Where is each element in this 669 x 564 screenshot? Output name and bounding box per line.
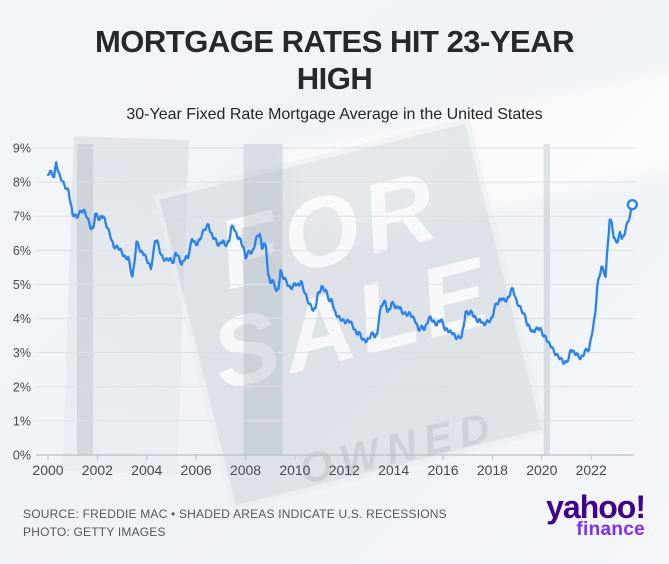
svg-text:2014: 2014 xyxy=(378,462,409,478)
svg-text:6%: 6% xyxy=(13,244,31,258)
headline: MORTGAGE RATES HIT 23-YEAR HIGH xyxy=(94,24,575,96)
svg-text:1%: 1% xyxy=(13,414,31,428)
x-axis-labels: 2000 2002 2004 2006 2008 2010 2012 2014 2016 2018… xyxy=(32,462,607,478)
svg-text:0%: 0% xyxy=(13,449,31,463)
photo-credit-line: PHOTO: GETTY IMAGES xyxy=(23,525,166,539)
svg-text:2020: 2020 xyxy=(526,462,557,478)
svg-text:2022: 2022 xyxy=(576,462,607,478)
svg-text:2010: 2010 xyxy=(279,462,310,478)
svg-text:8%: 8% xyxy=(13,176,31,190)
finance-wordmark: finance xyxy=(576,519,645,540)
source-credit: SOURCE: FREDDIE MAC • SHADED AREAS INDIC… xyxy=(23,505,447,541)
svg-text:2002: 2002 xyxy=(82,462,113,478)
svg-text:2000: 2000 xyxy=(32,462,63,478)
svg-text:2006: 2006 xyxy=(181,462,212,478)
svg-text:9%: 9% xyxy=(13,142,31,156)
latest-point-marker xyxy=(626,198,639,211)
svg-text:4%: 4% xyxy=(13,312,31,326)
svg-text:2008: 2008 xyxy=(230,462,261,478)
svg-text:2018: 2018 xyxy=(477,462,508,478)
x-axis-ticks xyxy=(47,455,592,460)
y-axis-labels: 0% 1% 2% 3% 4% 5% 6% 7% 8% 9% xyxy=(13,142,31,463)
svg-text:2016: 2016 xyxy=(427,462,458,478)
svg-text:7%: 7% xyxy=(13,210,31,224)
svg-text:2012: 2012 xyxy=(329,462,360,478)
svg-text:3%: 3% xyxy=(13,346,31,360)
svg-text:5%: 5% xyxy=(13,278,31,292)
chart-subtitle: 30-Year Fixed Rate Mortgage Average in t… xyxy=(126,106,543,124)
recession-bands xyxy=(76,144,550,455)
svg-text:2004: 2004 xyxy=(131,462,162,478)
rate-line xyxy=(46,161,634,365)
yahoo-finance-logo: yahoo! finance xyxy=(546,489,646,540)
source-line: SOURCE: FREDDIE MAC • SHADED AREAS INDIC… xyxy=(23,507,447,521)
svg-text:2%: 2% xyxy=(13,380,31,394)
yahoo-wordmark: yahoo! xyxy=(546,489,646,525)
